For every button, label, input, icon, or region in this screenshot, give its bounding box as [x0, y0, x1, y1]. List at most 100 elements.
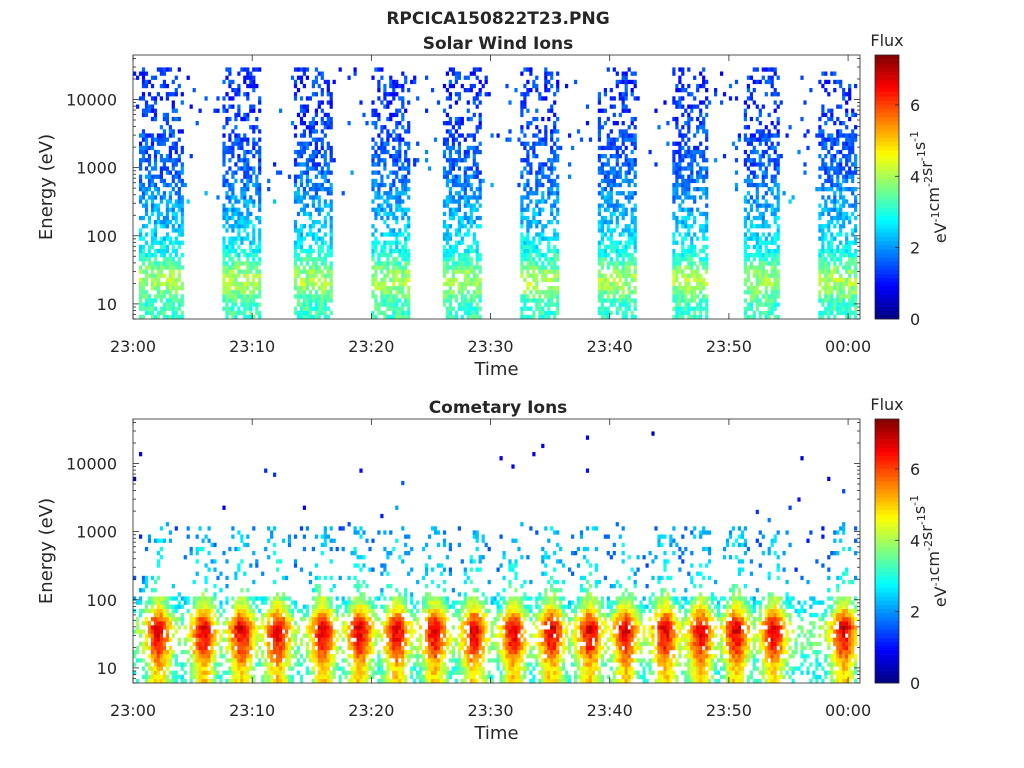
spectrogram-cell [222, 248, 226, 254]
spectrogram-cell [302, 277, 306, 283]
colorbar-swatch [875, 59, 899, 64]
spectrogram-cell [240, 137, 244, 142]
spectrogram-cell [150, 166, 155, 171]
spectrogram-cell [773, 294, 777, 299]
spectrogram-cell [824, 71, 828, 76]
spectrogram-cell [386, 141, 390, 146]
spectrogram-cell [556, 294, 560, 299]
spectrogram-cell [326, 145, 330, 151]
spectrogram-cell [228, 215, 232, 221]
spectrogram-cell [854, 257, 858, 262]
spectrogram-cell [535, 211, 539, 217]
spectrogram-cell [380, 277, 384, 283]
spectrogram-cell [672, 170, 676, 175]
spectrogram-cell [240, 269, 244, 274]
spectrogram-cell [392, 302, 396, 307]
spectrogram-cell [544, 133, 548, 138]
spectrogram-cell [538, 265, 542, 270]
spectrogram-cell [237, 108, 241, 113]
spectrogram-cell [761, 174, 765, 179]
spectrogram-cell [675, 298, 679, 303]
spectrogram-cell [529, 71, 533, 76]
spectrogram-cell [544, 290, 548, 295]
spectrogram-cell [848, 203, 852, 208]
spectrogram-cell [147, 244, 152, 250]
spectrogram-cell [597, 261, 601, 266]
spectrogram-cell [237, 269, 241, 274]
spectrogram-cell [150, 314, 155, 320]
spectrogram-cell [520, 220, 524, 225]
spectrogram-cell [627, 244, 631, 250]
spectrogram-cell [231, 129, 235, 134]
spectrogram-cell [520, 215, 524, 221]
spectrogram-cell [314, 137, 318, 142]
spectrogram-cell [156, 575, 160, 581]
spectrogram-cell [320, 154, 324, 159]
colorbar-swatch [875, 145, 899, 151]
spectrogram-cell [144, 269, 149, 274]
spectrogram-cell [150, 174, 155, 179]
spectrogram-cell [541, 261, 545, 266]
spectrogram-cell [696, 277, 700, 283]
spectrogram-cell [445, 224, 449, 229]
spectrogram-cell [615, 244, 619, 250]
spectrogram-cell [407, 187, 411, 192]
spectrogram-cell [302, 170, 306, 175]
spectrogram-cell [371, 170, 375, 175]
colorbar-tick-label: 2 [910, 239, 920, 258]
spectrogram-cell [139, 253, 143, 258]
spectrogram-cell [696, 265, 700, 270]
spectrogram-cell [553, 121, 557, 126]
spectrogram-cell [162, 215, 166, 221]
spectrogram-cell [523, 290, 527, 295]
spectrogram-cell [314, 290, 318, 295]
spectrogram-cell [147, 92, 152, 97]
spectrogram-cell [225, 211, 229, 217]
spectrogram-cell [678, 182, 682, 188]
spectrogram-cell [827, 240, 831, 245]
spectrogram-cell [612, 174, 616, 179]
spectrogram-cell [323, 240, 327, 245]
spectrogram-cell [159, 154, 163, 159]
spectrogram-cell [249, 125, 253, 130]
spectrogram-cell [407, 314, 411, 320]
spectrogram-cell [323, 281, 327, 287]
spectrogram-cell [147, 645, 152, 651]
spectrogram-cell [672, 141, 676, 146]
spectrogram-cell [237, 88, 241, 93]
spectrogram-cell [684, 220, 688, 225]
spectrogram-cell [317, 162, 321, 167]
spectrogram-cell [764, 298, 768, 303]
spectrogram-cell [290, 75, 295, 80]
spectrogram-cell [308, 306, 312, 311]
spectrogram-cell [520, 199, 524, 204]
spectrogram-cell [392, 112, 396, 118]
spectrogram-cell [681, 133, 685, 138]
spectrogram-cell [702, 174, 706, 179]
spectrogram-cell [320, 306, 324, 311]
spectrogram-cell [240, 236, 244, 241]
spectrogram-cell [139, 314, 143, 320]
spectrogram-cell [463, 248, 467, 254]
spectrogram-cell [597, 257, 601, 262]
spectrogram-cell [603, 286, 607, 291]
spectrogram-cell [141, 286, 146, 291]
spectrogram-cell [761, 203, 765, 208]
spectrogram-cell [526, 286, 530, 291]
spectrogram-cell [687, 154, 691, 159]
spectrogram-cell [308, 257, 312, 262]
spectrogram-cell [171, 674, 175, 680]
spectrogram-cell [609, 96, 613, 101]
spectrogram-cell [383, 145, 387, 151]
colorbar-swatch [875, 298, 899, 303]
spectrogram-cell [442, 220, 447, 225]
spectrogram-cell [159, 83, 163, 89]
spectrogram-cell [457, 269, 461, 274]
spectrogram-cell [296, 265, 301, 270]
spectrogram-cell [520, 125, 524, 130]
spectrogram-cell [383, 240, 387, 245]
spectrogram-cell [162, 133, 166, 138]
spectrogram-cell [454, 269, 458, 274]
spectrogram-cell [293, 269, 298, 274]
spectrogram-cell [165, 617, 169, 622]
